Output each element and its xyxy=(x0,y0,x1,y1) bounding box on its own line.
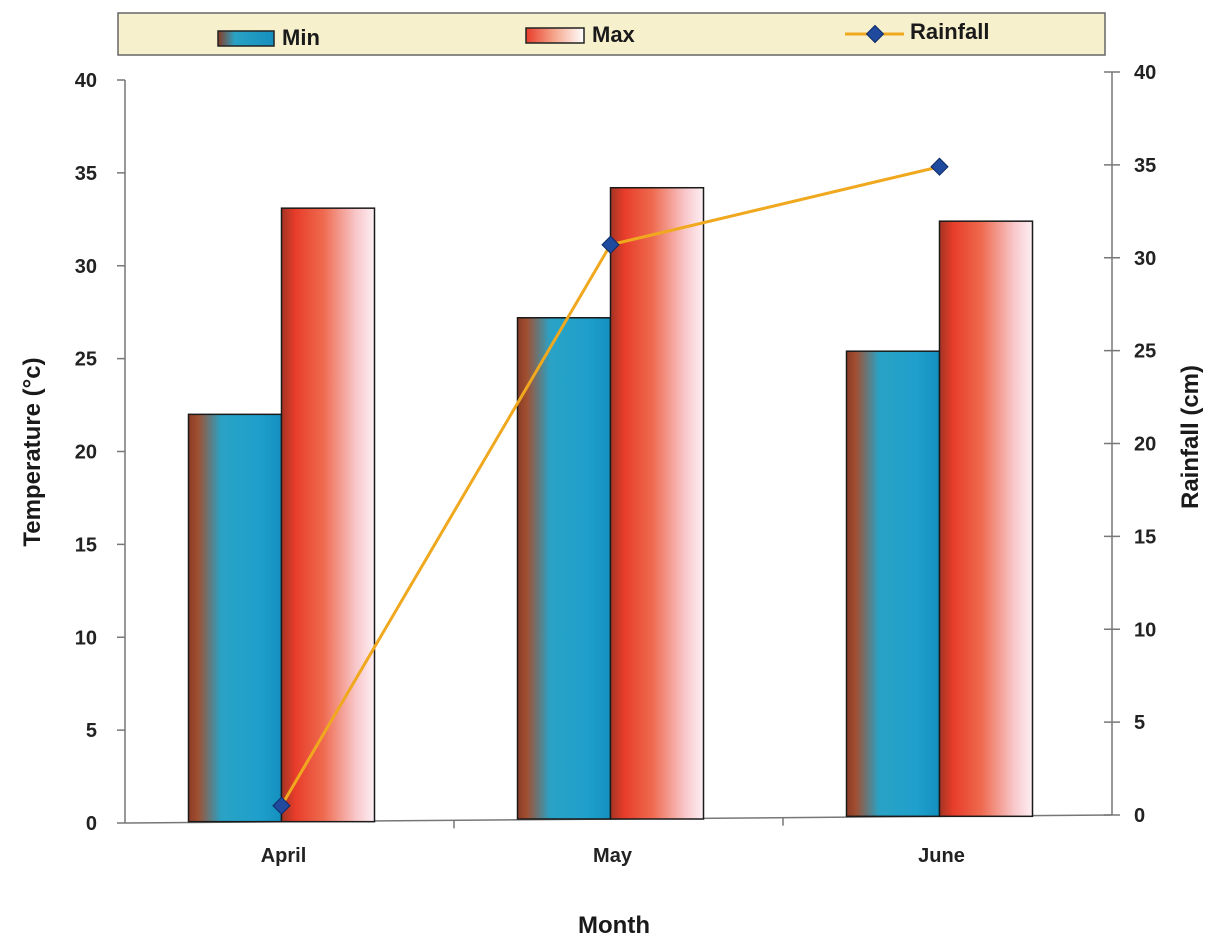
y-left-tick-label: 0 xyxy=(86,813,97,835)
legend-swatch-min xyxy=(217,30,275,47)
y-left-tick-label: 10 xyxy=(75,627,97,649)
y-axis-right-ticks: 0 5 10 15 20 25 30 35 40 xyxy=(1104,62,1156,827)
y-axis-right-title: Rainfall (cm) xyxy=(1177,365,1204,509)
y-right-tick-label: 25 xyxy=(1134,341,1156,363)
bar-min-may xyxy=(516,317,612,820)
legend-box xyxy=(117,12,1106,56)
x-tick-label: April xyxy=(261,845,307,867)
y-axis-left-ticks: 0 5 10 15 20 25 30 35 40 xyxy=(75,70,125,835)
bar-max-june xyxy=(938,220,1034,818)
y-left-tick-label: 15 xyxy=(75,534,97,556)
y-left-tick-label: 5 xyxy=(86,720,97,742)
y-right-tick-label: 20 xyxy=(1134,434,1156,456)
y-right-tick-label: 5 xyxy=(1134,712,1145,734)
y-right-tick-label: 10 xyxy=(1134,619,1156,641)
x-axis-ticks: April May June xyxy=(261,817,965,867)
legend: Min Max Rainfall xyxy=(117,12,1106,56)
rainfall-point-may xyxy=(601,235,620,254)
legend-label-max: Max xyxy=(592,22,636,47)
bar-max-may xyxy=(609,186,705,820)
y-left-tick-label: 40 xyxy=(75,70,97,92)
y-right-tick-label: 0 xyxy=(1134,805,1145,827)
y-left-tick-label: 30 xyxy=(75,256,97,278)
rainfall-point-april xyxy=(272,796,291,815)
legend-label-min: Min xyxy=(282,25,320,50)
y-left-tick-label: 35 xyxy=(75,163,97,185)
y-right-tick-label: 15 xyxy=(1134,526,1156,548)
bar-series xyxy=(187,186,1034,823)
x-tick-label: June xyxy=(918,845,965,867)
bar-min-june xyxy=(845,350,941,818)
y-right-tick-label: 35 xyxy=(1134,155,1156,177)
y-left-tick-label: 20 xyxy=(75,442,97,464)
y-right-tick-label: 30 xyxy=(1134,248,1156,270)
bar-min-april xyxy=(187,413,283,823)
x-tick-label: May xyxy=(593,845,633,867)
y-axis-left-title: Temperature (°c) xyxy=(19,357,46,546)
rainfall-series xyxy=(272,157,949,815)
x-axis-title: Month xyxy=(578,912,650,939)
y-left-tick-label: 25 xyxy=(75,349,97,371)
legend-swatch-max xyxy=(525,27,585,44)
legend-label-rainfall: Rainfall xyxy=(910,19,989,44)
rainfall-point-june xyxy=(930,157,949,176)
bar-max-april xyxy=(280,207,376,823)
y-right-tick-label: 40 xyxy=(1134,62,1156,84)
legend-rainfall-marker xyxy=(865,24,885,44)
